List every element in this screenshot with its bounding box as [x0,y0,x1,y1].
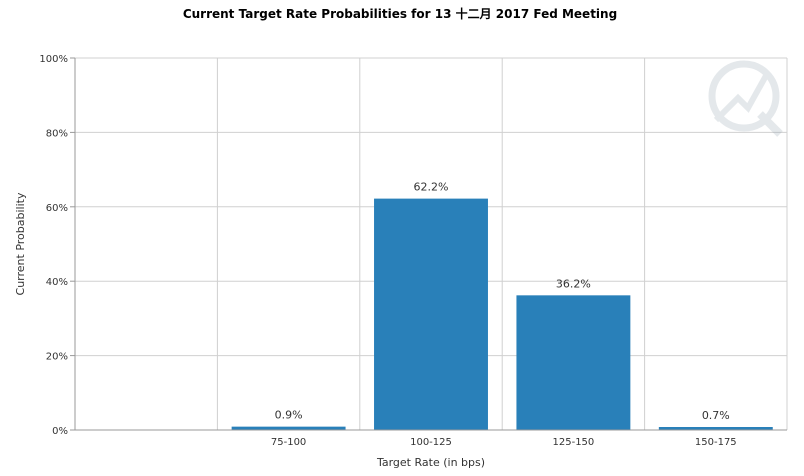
data-label-75-100: 0.9% [275,409,303,422]
y-tick-label: 40% [46,277,68,288]
y-axis-label: Current Probability [14,192,27,295]
data-labels: 0.9% 62.2% 36.2% 0.7% [275,181,730,422]
bar-125-150 [516,295,631,430]
chart-title: Current Target Rate Probabilities for 13… [183,6,617,21]
data-label-125-150: 36.2% [556,277,591,290]
y-tick-label: 80% [46,128,68,139]
y-tick-label: 60% [46,203,68,214]
x-tick-label-150-175: 150-175 [695,437,737,448]
x-tick-label-100-125: 100-125 [410,437,452,448]
y-tick-label: 20% [46,352,68,363]
grid [74,57,788,431]
data-label-100-125: 62.2% [414,181,449,194]
bar-75-100 [231,426,346,430]
y-tick-label: 100% [39,54,68,65]
y-tick-label: 0% [52,426,68,437]
x-tick-label-75-100: 75-100 [271,437,306,448]
x-axis-ticks: 75-100 100-125 125-150 150-175 [75,429,787,448]
bar-100-125 [374,198,488,430]
data-label-150-175: 0.7% [702,409,730,422]
watermark-logo-icon [708,60,783,137]
x-axis-label: Target Rate (in bps) [376,456,485,469]
bars [231,198,773,430]
y-axis-ticks: 0% 20% 40% 60% 80% 100% [39,54,76,437]
bar-150-175 [658,427,773,430]
x-tick-label-125-150: 125-150 [553,437,595,448]
